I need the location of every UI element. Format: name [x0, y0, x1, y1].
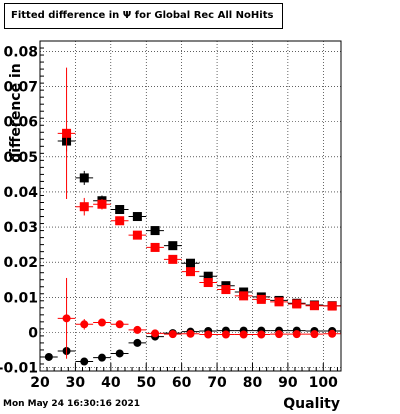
data-point-square: [239, 291, 249, 301]
data-point-circle: [257, 330, 266, 339]
data-point-square: [274, 297, 284, 307]
timestamp: Mon May 24 16:30:16 2021: [3, 399, 141, 409]
x-tick-label-6: 80: [243, 375, 263, 391]
data-point-square: [168, 241, 178, 251]
data-point-square: [186, 267, 195, 277]
data-point-circle: [115, 349, 124, 358]
data-point-square: [150, 242, 160, 252]
plot-title: Fitted difference in Ψ for Global Rec Al…: [4, 3, 283, 29]
data-point-circle: [151, 329, 160, 338]
data-point-circle: [80, 320, 89, 329]
x-tick-label-3: 50: [136, 375, 156, 391]
data-point-circle: [292, 330, 301, 339]
series-0: [57, 130, 341, 311]
tick-labels: 20 30 40 50 60 70 80 90 100 -0.01 0 0.01 0.02 0.03 0.0…: [0, 45, 338, 391]
data-point-square: [327, 301, 337, 311]
data-point-circle: [97, 318, 106, 327]
y-tick-label-2: 0.01: [3, 290, 38, 306]
data-point-square: [168, 254, 178, 264]
data-point-circle: [221, 330, 230, 339]
data-point-circle: [328, 329, 337, 338]
x-tick-label-8: 100: [309, 375, 338, 391]
data-point-square: [132, 230, 142, 240]
data-point-square: [115, 216, 125, 226]
y-tick-label-9: 0.08: [3, 45, 38, 61]
data-point-circle: [62, 314, 71, 323]
y-tick-label-8: 0.07: [3, 80, 38, 96]
x-tick-label-1: 30: [66, 375, 86, 391]
plot-frame: [39, 40, 342, 372]
y-tick-label-4: 0.03: [3, 220, 38, 236]
data-point-square: [97, 199, 107, 209]
data-point-circle: [97, 353, 106, 362]
series-1: [57, 67, 341, 311]
data-point-square: [203, 278, 213, 288]
x-tick-label-4: 60: [172, 375, 192, 391]
y-tick-label-1: 0: [28, 325, 38, 341]
data-point-square: [221, 285, 231, 295]
y-tick-label-6: 0.05: [3, 150, 38, 166]
x-tick-label-5: 70: [207, 375, 227, 391]
data-point-circle: [204, 330, 213, 339]
data-point-square: [186, 258, 195, 268]
x-tick-label-0: 20: [30, 375, 50, 391]
data-point-square: [309, 301, 319, 311]
y-tick-label-5: 0.04: [3, 185, 38, 201]
data-point-circle: [80, 357, 89, 366]
data-point-square: [203, 271, 213, 281]
data-point-circle: [168, 330, 177, 339]
data-point-square: [256, 294, 266, 304]
data-point-square: [79, 173, 89, 183]
data-point-square: [150, 226, 160, 236]
data-point-square: [79, 202, 89, 212]
series-3: [57, 277, 341, 359]
x-tick-label-7: 90: [278, 375, 298, 391]
data-point-circle: [275, 330, 284, 339]
data-point-square: [292, 299, 302, 309]
x-tick-label-2: 40: [101, 375, 121, 391]
data-point-circle: [133, 325, 142, 334]
data-point-circle: [44, 352, 53, 361]
data-point-square: [62, 128, 72, 138]
data-point-circle: [186, 329, 195, 338]
data-point-circle: [133, 338, 142, 347]
data-point-circle: [310, 330, 319, 339]
y-axis-title: difference in: [8, 63, 24, 163]
data-point-circle: [239, 330, 248, 339]
data-point-square: [132, 212, 142, 222]
x-axis-title: Quality: [283, 396, 340, 412]
data-point-square: [115, 205, 125, 215]
y-tick-label-7: 0.06: [3, 115, 38, 131]
data-point-circle: [115, 320, 124, 329]
axis-ticks: [39, 40, 338, 372]
y-tick-label-3: 0.02: [3, 255, 38, 271]
y-tick-label-0: -0.01: [0, 360, 38, 376]
data-series: [40, 67, 341, 366]
